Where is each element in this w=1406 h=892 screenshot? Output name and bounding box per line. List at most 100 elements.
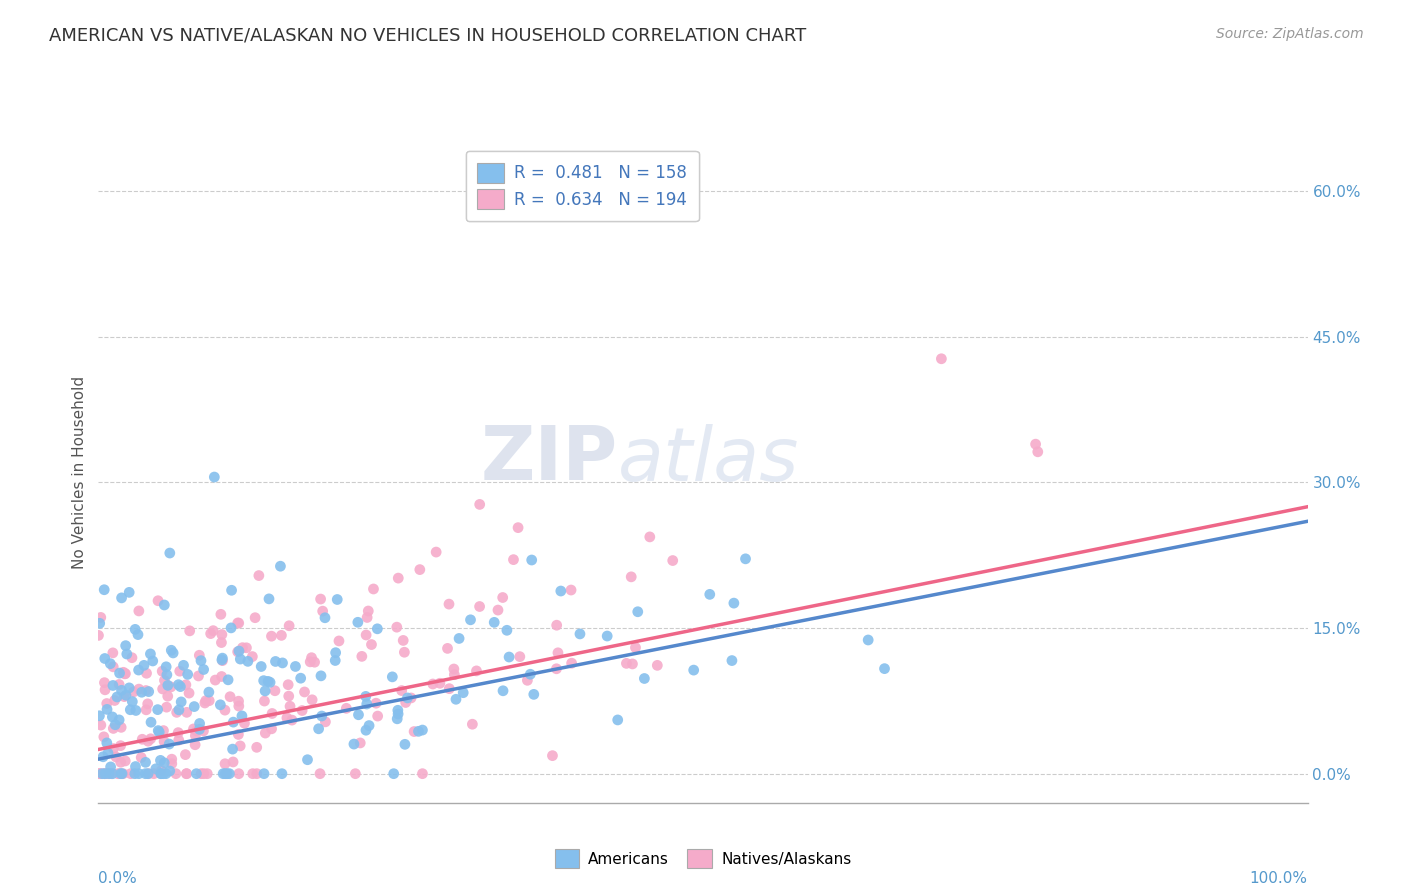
- Point: [411, 766, 433, 780]
- Point: [165, 766, 187, 780]
- Point: [211, 654, 233, 668]
- Point: [217, 766, 239, 780]
- Point: [160, 680, 183, 694]
- Point: [114, 666, 136, 681]
- Point: [139, 647, 162, 661]
- Point: [176, 706, 198, 720]
- Point: [264, 683, 287, 698]
- Point: [215, 766, 238, 780]
- Point: [228, 694, 250, 708]
- Point: [179, 624, 201, 638]
- Point: [167, 725, 190, 739]
- Point: [624, 640, 647, 655]
- Point: [259, 675, 281, 690]
- Point: [115, 647, 138, 661]
- Point: [184, 738, 207, 752]
- Point: [211, 653, 233, 667]
- Point: [125, 703, 148, 717]
- Point: [98, 766, 121, 780]
- Point: [278, 619, 301, 633]
- Point: [120, 766, 142, 780]
- Point: [277, 689, 299, 703]
- Point: [1026, 444, 1049, 458]
- Point: [121, 695, 143, 709]
- Point: [187, 669, 209, 683]
- Point: [1025, 437, 1047, 451]
- Point: [304, 655, 326, 669]
- Text: 0.0%: 0.0%: [98, 871, 138, 886]
- Point: [198, 685, 221, 699]
- Point: [436, 641, 458, 656]
- Point: [134, 766, 156, 780]
- Point: [460, 613, 482, 627]
- Point: [152, 766, 174, 780]
- Point: [309, 766, 332, 780]
- Point: [104, 717, 127, 731]
- Legend: Americans, Natives/Alaskans: Americans, Natives/Alaskans: [547, 841, 859, 875]
- Point: [506, 521, 529, 535]
- Point: [110, 720, 132, 734]
- Point: [721, 654, 744, 668]
- Point: [633, 672, 655, 686]
- Point: [228, 699, 250, 714]
- Point: [492, 591, 515, 605]
- Point: [439, 681, 461, 696]
- Point: [228, 727, 250, 741]
- Point: [150, 766, 173, 780]
- Point: [112, 665, 135, 680]
- Point: [93, 675, 115, 690]
- Point: [214, 756, 236, 771]
- Point: [128, 682, 150, 697]
- Point: [108, 766, 131, 780]
- Point: [231, 709, 253, 723]
- Point: [167, 733, 190, 747]
- Point: [425, 545, 447, 559]
- Point: [152, 681, 174, 696]
- Point: [647, 658, 669, 673]
- Point: [367, 709, 389, 723]
- Point: [281, 713, 304, 727]
- Point: [233, 716, 256, 731]
- Point: [110, 683, 132, 698]
- Point: [496, 624, 519, 638]
- Point: [176, 766, 198, 780]
- Point: [301, 693, 323, 707]
- Point: [124, 623, 146, 637]
- Point: [408, 724, 430, 739]
- Point: [627, 605, 650, 619]
- Point: [240, 649, 263, 664]
- Point: [360, 638, 382, 652]
- Text: AMERICAN VS NATIVE/ALASKAN NO VEHICLES IN HOUSEHOLD CORRELATION CHART: AMERICAN VS NATIVE/ALASKAN NO VEHICLES I…: [49, 27, 807, 45]
- Point: [120, 703, 142, 717]
- Point: [124, 766, 146, 780]
- Point: [516, 673, 538, 688]
- Point: [146, 703, 169, 717]
- Point: [211, 627, 233, 641]
- Point: [156, 678, 179, 692]
- Point: [277, 678, 299, 692]
- Point: [228, 644, 250, 658]
- Point: [136, 697, 159, 711]
- Point: [492, 683, 515, 698]
- Point: [198, 693, 221, 707]
- Point: [328, 634, 350, 648]
- Point: [314, 611, 336, 625]
- Point: [91, 766, 114, 780]
- Point: [404, 724, 426, 739]
- Point: [411, 723, 433, 737]
- Point: [142, 766, 165, 780]
- Point: [97, 766, 120, 780]
- Point: [155, 660, 177, 674]
- Point: [294, 685, 316, 699]
- Point: [209, 607, 232, 622]
- Point: [183, 722, 205, 736]
- Point: [160, 643, 183, 657]
- Point: [323, 653, 346, 667]
- Point: [110, 766, 132, 780]
- Point: [931, 351, 953, 366]
- Point: [96, 766, 118, 780]
- Point: [382, 766, 405, 780]
- Point: [311, 709, 333, 723]
- Point: [523, 687, 546, 701]
- Point: [465, 664, 488, 678]
